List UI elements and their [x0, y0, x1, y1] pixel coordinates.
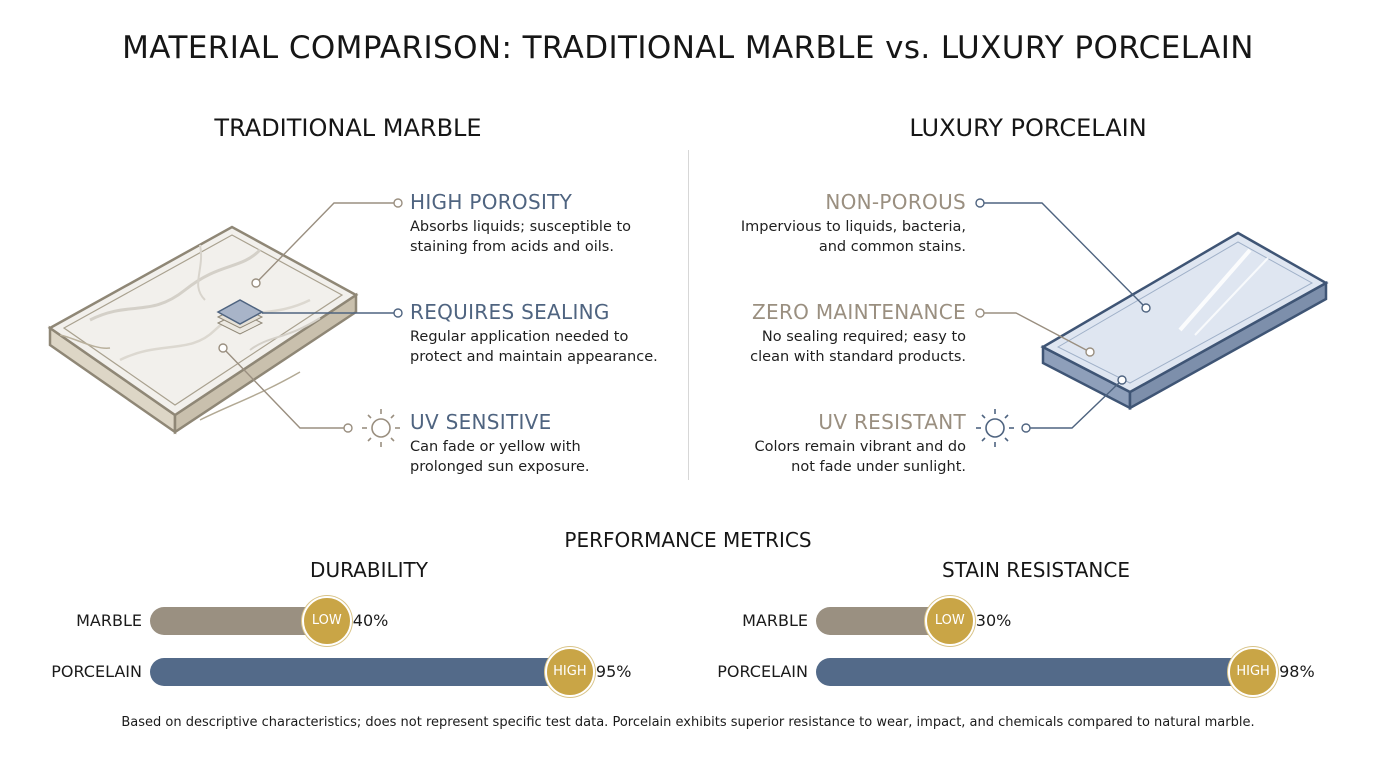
- stain-marble-value: 30%: [975, 611, 1012, 630]
- footnote: Based on descriptive characteristics; do…: [121, 715, 1255, 730]
- marble-sun-icon: [362, 409, 400, 447]
- durability-porcelain-badge: HIGH: [544, 647, 595, 697]
- page-title: MATERIAL COMPARISON: TRADITIONAL MARBLE …: [122, 30, 1254, 66]
- durability-marble-fill: [150, 607, 327, 635]
- feature-description: Absorbs liquids; susceptible to staining…: [410, 219, 632, 255]
- stain-porcelain-badge: HIGH: [1228, 647, 1279, 697]
- durability-porcelain-bar: HIGH: [150, 647, 595, 697]
- stain-resistance-title: STAIN RESISTANCE: [942, 558, 1130, 582]
- marble-slab-illustration: [47, 225, 359, 435]
- feature-heading: UV RESISTANT: [818, 410, 966, 434]
- stain-marble-bar: LOW: [816, 596, 1262, 646]
- feature-heading: UV SENSITIVE: [410, 410, 552, 434]
- porcelain-feature-uv: UV RESISTANT Colors remain vibrant and d…: [754, 410, 966, 477]
- porcelain-callout-lines: [975, 198, 1151, 433]
- feature-description: Can fade or yellow with prolonged sun ex…: [410, 439, 590, 475]
- feature-description: No sealing required; easy to clean with …: [750, 329, 966, 365]
- porcelain-feature-maintenance: ZERO MAINTENANCE No sealing required; ea…: [750, 300, 966, 367]
- durability-marble-bar: LOW: [150, 596, 592, 646]
- feature-heading: REQUIRES SEALING: [410, 300, 610, 324]
- durability-marble-value: 40%: [352, 611, 389, 630]
- marble-feature-uv: UV SENSITIVE Can fade or yellow with pro…: [410, 410, 590, 477]
- durability-marble-label: MARBLE: [76, 611, 142, 630]
- stain-porcelain-fill: [816, 658, 1254, 686]
- sealing-layers-icon: [216, 299, 264, 335]
- marble-callout-lines: [218, 198, 403, 433]
- marble-feature-sealing: REQUIRES SEALING Regular application nee…: [410, 300, 658, 367]
- porcelain-sun-icon: [976, 409, 1014, 447]
- porcelain-slab-illustration: [1040, 231, 1329, 411]
- metrics-title: PERFORMANCE METRICS: [564, 528, 812, 552]
- durability-porcelain-fill: [150, 658, 570, 686]
- durability-porcelain-value: 95%: [595, 662, 632, 681]
- durability-marble-badge: LOW: [301, 596, 352, 646]
- porcelain-feature-nonporous: NON-POROUS Impervious to liquids, bacter…: [741, 190, 966, 257]
- feature-heading: NON-POROUS: [825, 190, 966, 214]
- porcelain-panel-title: LUXURY PORCELAIN: [909, 114, 1147, 142]
- feature-description: Impervious to liquids, bacteria, and com…: [740, 219, 966, 255]
- stain-porcelain-label: PORCELAIN: [717, 662, 808, 681]
- feature-heading: HIGH POROSITY: [410, 190, 573, 214]
- durability-title: DURABILITY: [310, 558, 428, 582]
- panel-divider: [688, 150, 689, 480]
- feature-description: Colors remain vibrant and do not fade un…: [754, 439, 966, 475]
- feature-description: Regular application needed to protect an…: [410, 329, 658, 365]
- stain-porcelain-value: 98%: [1279, 662, 1315, 681]
- marble-panel-title: TRADITIONAL MARBLE: [214, 114, 482, 142]
- durability-porcelain-label: PORCELAIN: [51, 662, 142, 681]
- material-illustrations: [47, 198, 1329, 447]
- feature-heading: ZERO MAINTENANCE: [752, 300, 966, 324]
- stain-marble-badge: LOW: [924, 596, 975, 646]
- stain-porcelain-bar: HIGH: [816, 647, 1279, 697]
- stain-marble-label: MARBLE: [742, 611, 808, 630]
- marble-feature-porosity: HIGH POROSITY Absorbs liquids; susceptib…: [410, 190, 631, 257]
